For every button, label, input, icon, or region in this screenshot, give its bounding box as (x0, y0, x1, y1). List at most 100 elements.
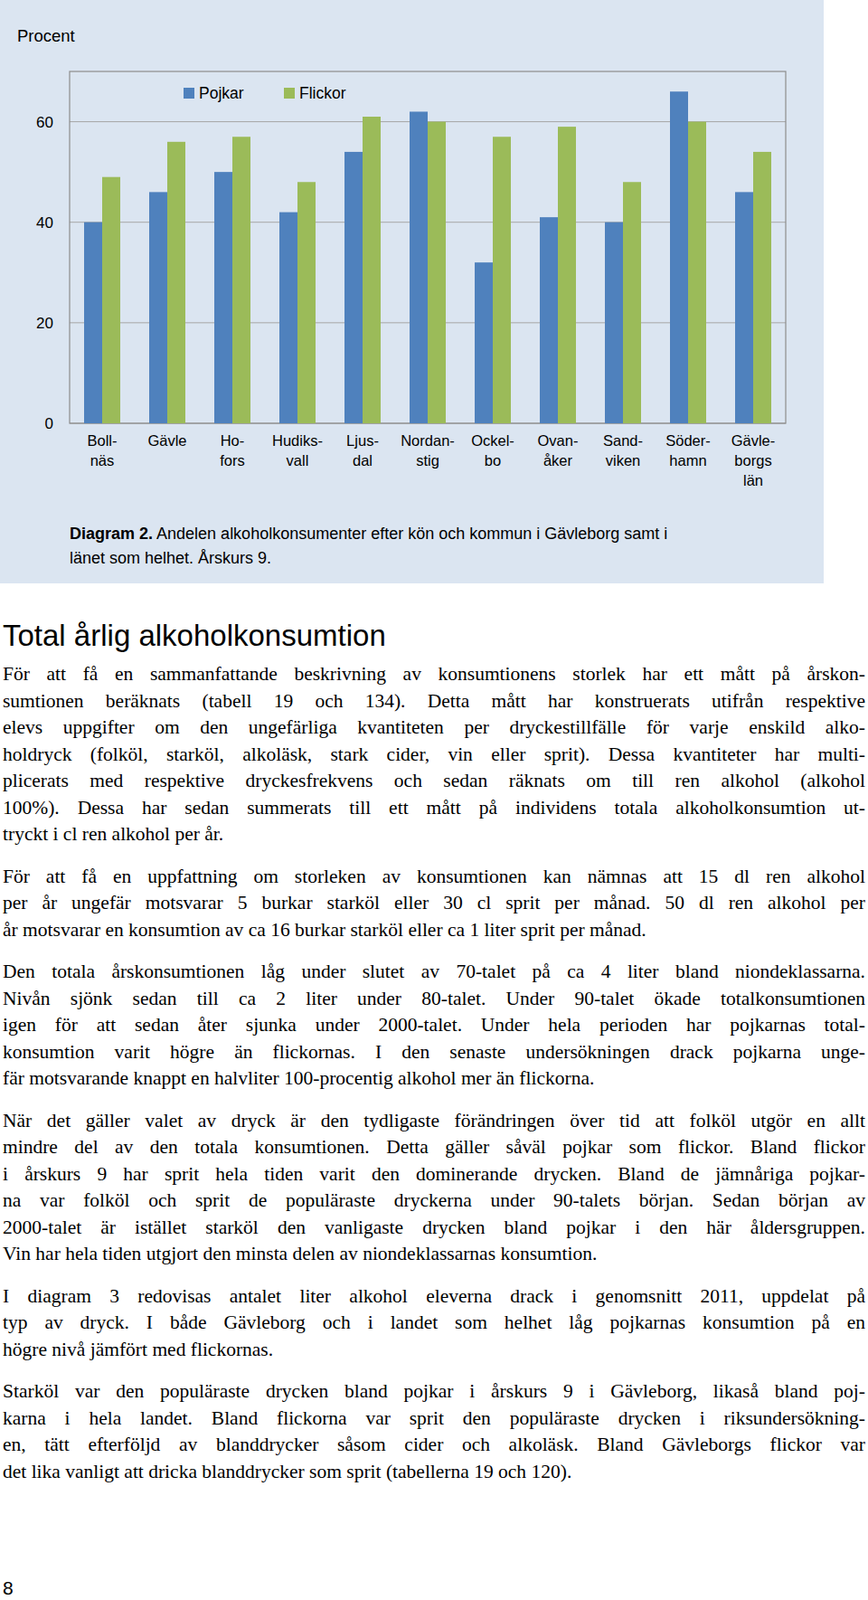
bars (84, 91, 772, 424)
category-label-line: åker (543, 452, 574, 469)
plot-frame (69, 71, 786, 424)
text-line: När det gäller valet av dryck är den tyd… (2, 1107, 866, 1135)
y-tick-label: 60 (36, 113, 54, 132)
category-label-line: Ovan- (537, 432, 579, 449)
paragraph: För att få en sammanfattande beskrivning… (2, 660, 866, 849)
text-line: karna i hela landet. Bland flickorna var… (2, 1405, 866, 1433)
text-line: Nivån sjönk sedan till ca 2 liter under … (2, 985, 866, 1013)
category-label-line: Sand- (603, 432, 643, 449)
bar (214, 171, 233, 424)
bar (557, 126, 576, 424)
bar (492, 136, 511, 424)
category-label: Gävle (147, 432, 187, 449)
y-axis-label: Procent (17, 26, 76, 46)
bar (539, 217, 558, 424)
bar (688, 122, 707, 424)
paragraph: När det gäller valet av dryck är den tyd… (2, 1107, 866, 1268)
bar (344, 151, 363, 424)
category-label: Gävle-borgslän (731, 432, 776, 489)
text-line: fär motsvarande knappt en halvliter 100-… (2, 1065, 866, 1093)
text-line: typ av dryck. I både Gävleborg och i lan… (2, 1309, 866, 1337)
bar (753, 151, 772, 424)
y-tick-label: 0 (45, 415, 54, 433)
text-line: det lika vanligt att dricka blanddrycker… (2, 1458, 866, 1486)
text-line: na var folköl och sprit de populäraste d… (2, 1187, 866, 1215)
category-label-line: stig (415, 452, 440, 469)
category-label: Ockel-bo (471, 432, 515, 469)
bar (84, 222, 103, 424)
text-line: Starköl var den populäraste drycken blan… (2, 1377, 866, 1406)
text-line: plicerats med respektive dryckesfrekvens… (2, 767, 866, 795)
bar (622, 181, 642, 424)
text-line: tryckt i cl ren alkohol per år. (2, 820, 866, 849)
page: {"chart_data": {"type": "bar", "y_label"… (0, 0, 868, 1600)
legend-label: Flickor (299, 84, 347, 103)
category-label: Hudiks-vall (272, 432, 323, 469)
text-line: För att få en sammanfattande beskrivning… (2, 660, 866, 689)
text-line: Vin har hela tiden utgjort den minsta de… (2, 1240, 866, 1268)
text-line: sumtionen beräknats (tabell 19 och 134).… (2, 688, 866, 716)
chart-panel: 0 20 40 60 Boll-näs Gävle Ho-fors Hudiks-vall Lj… (0, 0, 824, 584)
category-label-line: bo (484, 452, 501, 469)
bar (149, 191, 168, 424)
paragraph: I diagram 3 redovisas antalet liter alko… (2, 1283, 866, 1364)
category-label-line: näs (90, 452, 115, 469)
category-label-line: Ho- (220, 432, 246, 449)
category-label-line: dal (352, 452, 373, 469)
bar (102, 177, 121, 424)
category-label-line: län (743, 471, 764, 489)
panel-background (0, 0, 824, 584)
category-label-line: Ockel- (471, 432, 515, 449)
category-label: Boll-näs (86, 432, 117, 469)
text-line: i årskurs 9 har sprit hela tiden varit d… (2, 1160, 866, 1189)
category-label-line: hamn (669, 452, 707, 469)
text-line: 2000-talet är istället starköl den vanli… (2, 1214, 866, 1242)
text-line: I diagram 3 redovisas antalet liter alko… (2, 1283, 866, 1311)
bar (362, 116, 381, 424)
text-line: igen för att sedan åter sjunka under 200… (2, 1011, 866, 1039)
category-label: Söder-hamn (665, 432, 711, 469)
bar (604, 222, 623, 424)
text-line: För att få en uppfattning om storleken a… (2, 863, 866, 891)
y-tick-label: 40 (36, 214, 54, 232)
category-label-line: Hudiks- (272, 432, 323, 449)
category-label: Ljus-dal (346, 432, 379, 469)
category-label-line: Nordan- (400, 432, 455, 449)
text-line: konsumtion varit högre än flickornas. I … (2, 1038, 866, 1067)
bar (474, 262, 493, 424)
bar (279, 212, 298, 424)
caption-text: länet som helhet. Årskurs 9. (69, 548, 272, 567)
text-line: mindre del av den totala konsumtionen. D… (2, 1133, 866, 1161)
text-line: 100%). Dessa har sedan summerats till et… (2, 794, 866, 822)
category-label: Sand-viken (603, 432, 643, 469)
caption-text: Andelen alkoholkonsumenter efter kön och… (152, 524, 668, 543)
category-label-line: Ljus- (346, 432, 379, 449)
caption-line: länet som helhet. Årskurs 9. (69, 548, 272, 567)
category-label: Ovan-åker (537, 432, 579, 469)
body-text: För att få en sammanfattande beskrivning… (2, 660, 866, 1501)
category-label-line: Gävle (147, 432, 187, 449)
caption-line: Diagram 2. Andelen alkoholkonsumenter ef… (69, 524, 668, 543)
y-tick-label: 20 (36, 314, 54, 332)
heading: Total årlig alkoholkonsumtion (2, 617, 387, 654)
bar (167, 141, 186, 424)
text-line: en, tätt efterföljd av blanddrycker såso… (2, 1431, 866, 1459)
bar (427, 122, 446, 424)
category-label-line: fors (219, 452, 246, 469)
paragraph: Starköl var den populäraste drycken blan… (2, 1377, 866, 1485)
category-label-line: Boll- (86, 432, 117, 449)
paragraph: För att få en uppfattning om storleken a… (2, 863, 866, 944)
text-line: högre nivå jämfört med flickornas. (2, 1336, 866, 1364)
paragraph: Den totala årskonsumtionen låg under slu… (2, 958, 866, 1093)
category-label: Nordan-stig (400, 432, 455, 469)
category-label-line: Söder- (665, 432, 711, 449)
caption-label: Diagram 2. (69, 524, 153, 543)
text-line: elevs uppgifter om den ungefärliga kvant… (2, 714, 866, 742)
text-line: holdryck (folköl, starköl, alkoläsk, sta… (2, 741, 866, 769)
bar (669, 91, 689, 424)
bar (409, 111, 428, 424)
legend-label: Pojkar (198, 84, 245, 103)
bar (297, 181, 316, 424)
legend: Pojkar Flickor (183, 84, 347, 103)
bar (735, 191, 754, 424)
